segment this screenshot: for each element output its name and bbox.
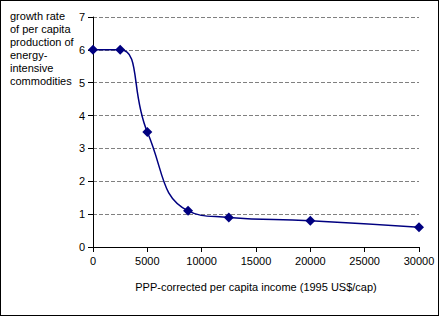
svg-text:growth rate: growth rate (10, 10, 65, 22)
svg-text:3: 3 (79, 142, 85, 154)
svg-text:0: 0 (90, 255, 96, 267)
svg-text:20000: 20000 (295, 255, 326, 267)
svg-text:15000: 15000 (241, 255, 272, 267)
svg-text:5000: 5000 (135, 255, 159, 267)
svg-text:production of: production of (10, 36, 75, 48)
svg-text:intensive: intensive (10, 62, 53, 74)
svg-text:10000: 10000 (186, 255, 217, 267)
svg-text:2: 2 (79, 175, 85, 187)
svg-text:commodities: commodities (10, 75, 72, 87)
svg-text:of per capita: of per capita (10, 23, 71, 35)
svg-text:1: 1 (79, 208, 85, 220)
svg-text:6: 6 (79, 44, 85, 56)
svg-text:25000: 25000 (349, 255, 380, 267)
svg-text:4: 4 (79, 110, 85, 122)
svg-text:energy-: energy- (10, 49, 48, 61)
svg-text:7: 7 (79, 11, 85, 23)
svg-text:PPP-corrected per capita incom: PPP-corrected per capita income (1995 US… (135, 281, 377, 293)
svg-text:5: 5 (79, 77, 85, 89)
svg-text:30000: 30000 (404, 255, 435, 267)
svg-text:0: 0 (79, 241, 85, 253)
